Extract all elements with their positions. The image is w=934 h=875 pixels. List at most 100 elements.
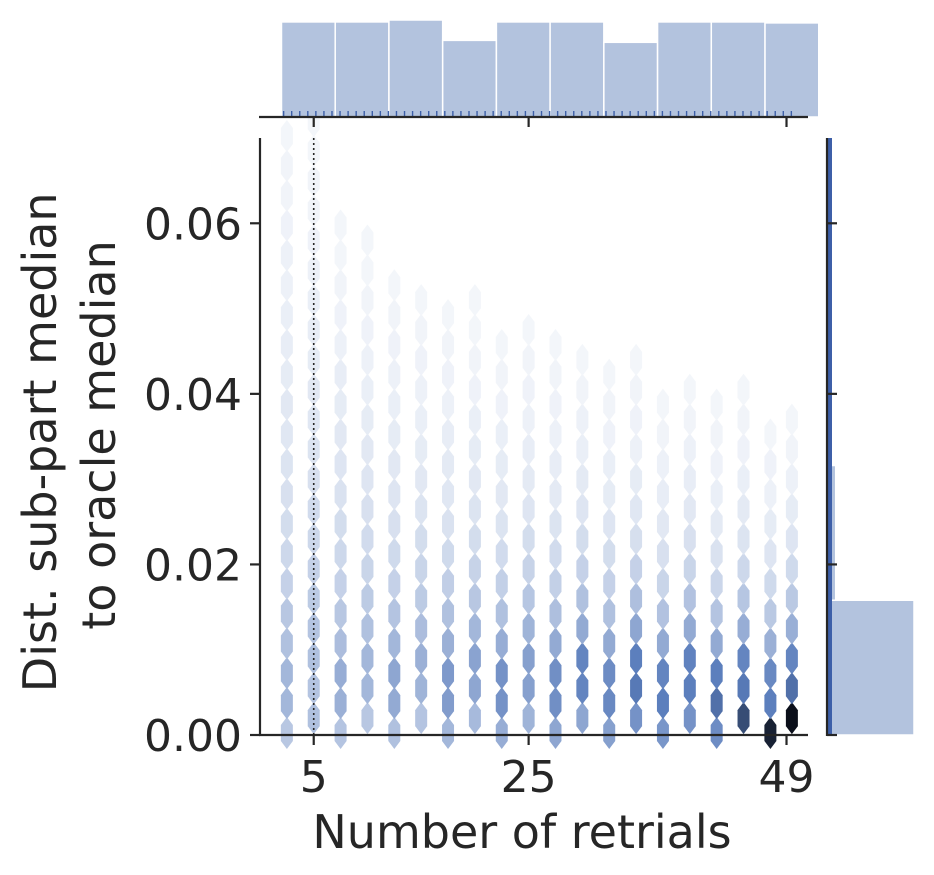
hexbin-cell bbox=[764, 567, 777, 600]
hexbin-cell bbox=[415, 373, 428, 406]
top-histogram-bar bbox=[603, 41, 659, 118]
hexbin-cell bbox=[630, 612, 643, 645]
hexbin-cell bbox=[603, 597, 616, 630]
hexbin-cell bbox=[630, 642, 643, 675]
hexbin-cell bbox=[280, 687, 293, 720]
hexbin-cell bbox=[764, 418, 777, 451]
hexbin-cell bbox=[522, 314, 535, 347]
hexbin-cell bbox=[549, 567, 562, 600]
x-axis-label: Number of retrials bbox=[312, 805, 731, 859]
hexbin-cell bbox=[576, 672, 589, 705]
x-tick-label: 49 bbox=[759, 752, 815, 803]
hexbin-cell bbox=[549, 687, 562, 720]
hexbin-cell bbox=[785, 702, 798, 735]
hexbin-cell bbox=[576, 433, 589, 466]
hexbin-cell bbox=[630, 373, 643, 406]
hexbin-cell bbox=[280, 209, 293, 242]
hexbin-cell bbox=[415, 493, 428, 526]
hexbin-cell bbox=[280, 358, 293, 391]
hexbin-cell bbox=[442, 508, 455, 541]
hexbin-cell bbox=[495, 657, 508, 690]
hexbin-cell bbox=[495, 627, 508, 660]
hexbin-cell bbox=[576, 463, 589, 496]
hexbin-cell bbox=[495, 717, 508, 749]
hexbin-cell bbox=[764, 537, 777, 570]
hexbin-cell bbox=[522, 522, 535, 555]
hexbin-cell bbox=[785, 463, 798, 496]
hexbin-cell bbox=[785, 433, 798, 466]
hexbin-cell bbox=[334, 448, 347, 481]
hexbin-cell bbox=[522, 672, 535, 705]
hexbin-cell bbox=[280, 448, 293, 481]
hexbin-cell bbox=[388, 597, 401, 630]
hexbin-cell bbox=[280, 478, 293, 511]
hexbin-cell bbox=[307, 164, 320, 197]
hexbin-cell bbox=[388, 537, 401, 570]
hexbin-cell bbox=[710, 388, 723, 421]
hexbin-cell bbox=[549, 657, 562, 690]
hexbin-cell bbox=[468, 343, 481, 376]
hexbin-cell bbox=[468, 522, 481, 555]
hexbin-cell bbox=[549, 388, 562, 421]
hexbin-cell bbox=[785, 642, 798, 675]
hexbin-cell bbox=[576, 343, 589, 376]
hexbin-cell bbox=[415, 672, 428, 705]
hexbin-cell bbox=[280, 388, 293, 421]
hexbin-cell bbox=[630, 343, 643, 376]
hexbin-cell bbox=[656, 537, 669, 570]
hexbin-cell bbox=[737, 702, 750, 735]
y-tick-label: 0.02 bbox=[144, 540, 242, 591]
hexbin-cell bbox=[361, 702, 374, 735]
hexbin-cell bbox=[603, 388, 616, 421]
hexbin-cell bbox=[683, 433, 696, 466]
hexbin-cell bbox=[603, 687, 616, 720]
hexbin-cell bbox=[495, 537, 508, 570]
hexbin-cell bbox=[307, 284, 320, 317]
hexbin-cell bbox=[737, 642, 750, 675]
hexbin-cell bbox=[442, 567, 455, 600]
hexbin-cell bbox=[468, 612, 481, 645]
y-axis-label-line-1: Dist. sub-part median bbox=[13, 192, 67, 692]
top-histogram-bar bbox=[710, 21, 766, 118]
hexbin-cell bbox=[468, 493, 481, 526]
hexbin-cell bbox=[764, 478, 777, 511]
hexbin-cell bbox=[656, 657, 669, 690]
hexbin-cell bbox=[630, 552, 643, 585]
hexbin-cell bbox=[576, 642, 589, 675]
hexbin-cell bbox=[737, 463, 750, 496]
hexbin-cell bbox=[415, 552, 428, 585]
hexbin-cell bbox=[576, 552, 589, 585]
hexbin-cell bbox=[522, 493, 535, 526]
hexbin-cell bbox=[683, 582, 696, 615]
hexbin-cell bbox=[388, 567, 401, 600]
hexbin-cell bbox=[468, 642, 481, 675]
hexbin-cell bbox=[549, 448, 562, 481]
hexbin-cell bbox=[415, 284, 428, 317]
hexbin-cell bbox=[603, 448, 616, 481]
y-axis-label: Dist. sub-part median to oracle median bbox=[13, 178, 126, 692]
hexbin-cell bbox=[442, 418, 455, 451]
right-histogram-bar bbox=[827, 599, 915, 736]
hexbin-cell bbox=[495, 508, 508, 541]
hexbin-cell bbox=[495, 567, 508, 600]
hexbin-cell bbox=[710, 448, 723, 481]
hexbin-cell bbox=[280, 418, 293, 451]
hexbin-cell bbox=[630, 672, 643, 705]
hexbin-cell bbox=[361, 582, 374, 615]
hexbin-cell bbox=[334, 388, 347, 421]
hexbin-cell bbox=[549, 627, 562, 660]
hexbin-cell bbox=[361, 314, 374, 347]
hexbin-cell bbox=[280, 179, 293, 212]
hexbin-cell bbox=[468, 672, 481, 705]
hexbin-cell bbox=[415, 582, 428, 615]
hexbin-cell bbox=[468, 702, 481, 735]
hexbin-cell bbox=[522, 642, 535, 675]
hexbin-cell bbox=[468, 463, 481, 496]
hexbin-cell bbox=[630, 433, 643, 466]
hexbin-cell bbox=[656, 567, 669, 600]
hexbin-cell bbox=[683, 642, 696, 675]
hexbin-cell bbox=[576, 582, 589, 615]
hexbin-cell bbox=[415, 463, 428, 496]
hexbin-cell bbox=[683, 522, 696, 555]
hexbin-cell bbox=[280, 149, 293, 182]
